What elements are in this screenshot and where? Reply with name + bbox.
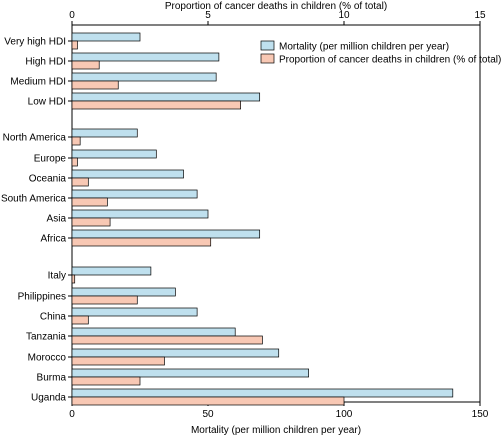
bar-mortality (71, 229, 261, 239)
bar-proportion (71, 295, 138, 305)
bar-mortality (71, 52, 220, 62)
bottom-axis-label: Mortality (per million children per year… (191, 425, 361, 436)
bar-mortality (71, 128, 138, 138)
category-label: Oceania (29, 174, 67, 185)
bar-mortality (71, 266, 152, 276)
category-label: Europe (34, 154, 67, 165)
bar-proportion (71, 136, 81, 146)
bar-proportion (71, 177, 89, 187)
bar-mortality (71, 72, 217, 82)
top-axis-tick-label: 5 (205, 10, 211, 21)
category-label: Very high HDI (4, 37, 66, 48)
legend-label: Proportion of cancer deaths in children … (279, 55, 501, 66)
bar-proportion (71, 315, 89, 325)
bar-proportion (71, 40, 78, 50)
bar-mortality (71, 209, 209, 219)
bar-mortality (71, 149, 157, 159)
category-label: High HDI (25, 57, 66, 68)
top-axis-tick-label: 10 (338, 10, 350, 21)
category-label: Philippines (18, 292, 66, 303)
bar-proportion (71, 335, 263, 345)
top-axis-tick-label: 0 (69, 10, 75, 21)
plot-area: 0 5 10 15 Proportion of cancer deaths in chi… (1, 1, 501, 436)
bottom-axis-tick-label: 100 (336, 409, 353, 420)
top-axis-label: Proportion of cancer deaths in children … (165, 1, 387, 12)
category-label: North America (3, 133, 67, 144)
category-label: Morocco (28, 353, 67, 364)
category-label: Tanzania (26, 332, 66, 343)
bar-mortality (71, 189, 198, 199)
legend-swatch (260, 53, 275, 64)
bar-mortality (71, 287, 176, 297)
bar-proportion (71, 157, 78, 167)
category-label: Uganda (31, 393, 66, 404)
bar-proportion (71, 396, 345, 406)
category-label: Low HDI (28, 97, 66, 108)
bar-proportion (71, 100, 241, 110)
bar-mortality (71, 307, 198, 317)
category-label: China (40, 312, 67, 323)
bar-mortality (71, 169, 184, 179)
bar-mortality (71, 92, 261, 102)
bar-proportion (71, 274, 76, 284)
bar-proportion (71, 217, 111, 227)
bar-proportion (71, 197, 108, 207)
bar-proportion (71, 237, 212, 247)
category-label: Medium HDI (10, 77, 66, 88)
category-label: Asia (47, 214, 67, 225)
bar-proportion (71, 80, 119, 90)
category-label: South America (1, 194, 66, 205)
bar-proportion (71, 376, 141, 386)
bar-mortality (71, 348, 280, 358)
bottom-axis-tick-label: 0 (69, 409, 75, 420)
top-axis-tick-label: 15 (474, 10, 486, 21)
bar-proportion (71, 60, 100, 70)
bottom-axis-tick-label: 50 (202, 409, 214, 420)
bar-proportion (71, 356, 165, 366)
legend-label: Mortality (per million children per year… (279, 42, 449, 53)
bar-mortality (71, 388, 454, 398)
bar-mortality (71, 32, 141, 42)
bar-mortality (71, 368, 309, 378)
legend-swatch (260, 40, 275, 51)
category-label: Burma (37, 373, 67, 384)
bottom-axis-tick-label: 150 (472, 409, 489, 420)
category-label: Italy (48, 271, 66, 282)
category-label: Africa (40, 234, 66, 245)
bar-mortality (71, 327, 236, 337)
